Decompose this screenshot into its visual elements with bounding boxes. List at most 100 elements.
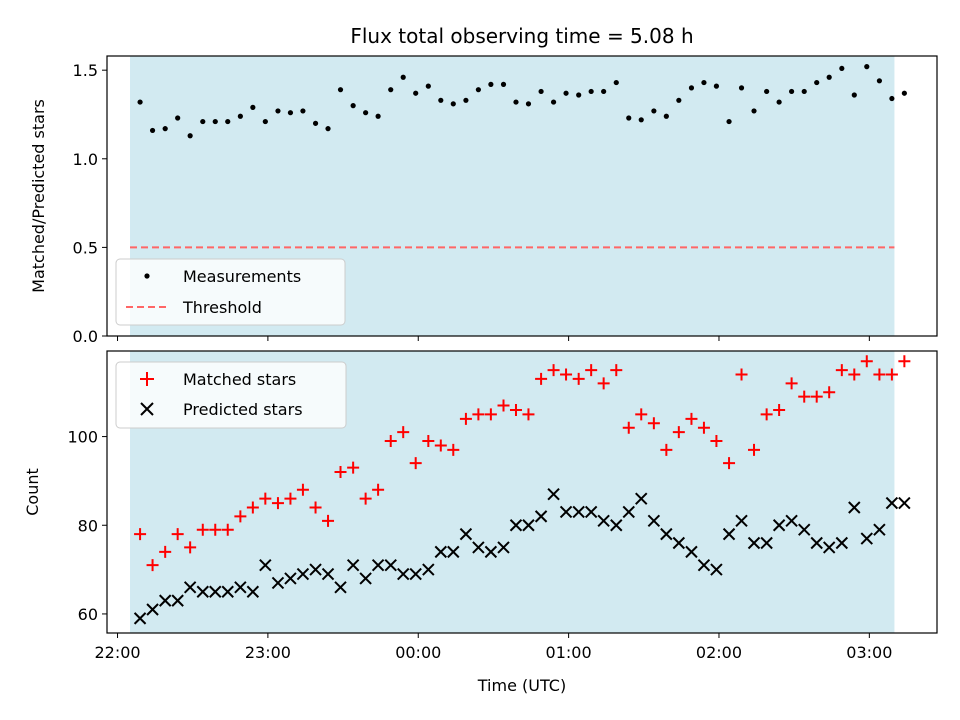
matched-star-point — [860, 355, 873, 368]
legend-matched-marker — [140, 372, 154, 386]
top-y-tick-label: 0.5 — [73, 238, 98, 257]
measurement-point — [638, 117, 644, 123]
bottom-y-axis-label: Count — [23, 468, 42, 516]
matched-star-point — [171, 528, 184, 541]
measurement-point — [726, 118, 732, 125]
predicted-star-point — [760, 536, 773, 550]
predicted-star-point — [209, 585, 222, 598]
measurement-point — [350, 103, 356, 109]
measurement-point — [212, 118, 218, 125]
predicted-star-point — [384, 558, 397, 572]
matched-star-point — [522, 408, 535, 421]
matched-star-point — [773, 403, 786, 416]
matched-star-point — [334, 466, 347, 479]
predicted-star-point — [497, 541, 510, 554]
predicted-star-point — [685, 545, 698, 559]
predicted-star-point — [584, 505, 598, 519]
predicted-star-point — [447, 545, 460, 559]
predicted-star-point — [133, 612, 147, 625]
measurement-point — [801, 88, 807, 95]
predicted-star-point — [359, 572, 372, 585]
matched-star-point — [159, 545, 172, 558]
matched-star-point — [785, 377, 798, 390]
matched-star-point — [610, 364, 623, 377]
x-tick-label: 22:00 — [94, 643, 140, 662]
matched-star-point — [434, 439, 447, 452]
predicted-star-point — [772, 519, 786, 532]
measurement-point — [626, 115, 632, 121]
bottom-legend: Matched stars Predicted stars — [115, 361, 347, 429]
predicted-star-point — [597, 514, 610, 528]
measurement-point — [162, 126, 168, 132]
legend-matched-label: Matched stars — [183, 370, 296, 389]
predicted-star-point — [672, 536, 686, 550]
top-y-axis-label: Matched/Predicted stars — [29, 99, 48, 293]
predicted-star-point — [822, 541, 836, 554]
predicted-star-point — [785, 514, 798, 528]
predicted-star-point — [196, 585, 209, 598]
measurement-point — [876, 78, 883, 84]
bottom-panel: 60 80 100 22:00 23:00 00:00 01:00 02:00 03:00 C… — [23, 350, 938, 695]
matched-star-point — [372, 483, 385, 496]
measurement-point — [200, 118, 206, 125]
matched-star-point — [196, 523, 209, 536]
predicted-star-point — [509, 519, 523, 532]
predicted-star-point — [234, 581, 247, 594]
matched-star-point — [660, 443, 673, 456]
predicted-star-point — [146, 603, 159, 616]
matched-star-point — [898, 355, 911, 368]
matched-star-point — [547, 364, 560, 377]
top-x-ticks — [117, 336, 870, 341]
measurement-point — [814, 79, 820, 86]
matched-star-point — [509, 403, 522, 416]
measurement-point — [463, 97, 469, 103]
bottom-legend-box — [115, 361, 347, 429]
matched-star-point — [271, 497, 284, 510]
measurement-point — [400, 74, 406, 80]
predicted-star-point — [171, 594, 184, 607]
top-legend: Measurements Threshold — [115, 258, 346, 326]
measurement-point — [713, 83, 720, 89]
measurement-point — [764, 88, 770, 95]
matched-star-point — [221, 523, 234, 536]
matched-star-point — [672, 426, 685, 439]
predicted-star-point — [710, 563, 723, 576]
matched-star-point — [597, 377, 610, 390]
measurement-points — [137, 64, 907, 139]
predicted-star-point — [246, 585, 260, 598]
bottom-y-tick-label: 60 — [78, 605, 98, 624]
bottom-y-tick-label: 80 — [78, 516, 98, 535]
top-y-ticks: 0.0 0.5 1.0 1.5 — [73, 61, 107, 346]
predicted-star-point — [572, 505, 585, 519]
measurement-point — [563, 90, 569, 96]
measurement-point — [676, 97, 682, 103]
predicted-star-point — [635, 492, 648, 505]
bottom-y-ticks: 60 80 100 — [67, 428, 107, 624]
measurement-point — [513, 99, 519, 105]
matched-star-point — [284, 492, 297, 505]
predicted-star-point — [422, 563, 435, 576]
predicted-star-point — [284, 572, 297, 585]
measurement-point — [375, 113, 381, 119]
predicted-star-point — [848, 501, 861, 514]
predicted-star-point — [835, 536, 849, 550]
matched-star-point — [484, 408, 497, 421]
matched-star-point — [146, 559, 159, 572]
measurement-point — [137, 99, 143, 105]
predicted-star-point — [622, 505, 635, 519]
measurement-point — [864, 64, 870, 70]
legend-predicted-label: Predicted stars — [183, 400, 303, 419]
measurement-point — [262, 118, 268, 125]
predicted-star-point — [296, 567, 310, 581]
matched-star-point — [134, 528, 147, 541]
matched-star-point — [848, 368, 861, 381]
matched-star-point — [459, 412, 472, 425]
measurement-point — [751, 108, 757, 114]
predicted-star-point — [647, 514, 661, 528]
measurement-point — [225, 118, 231, 125]
measurement-point — [576, 92, 582, 98]
matched-star-point — [873, 368, 886, 381]
measurement-point — [475, 87, 481, 93]
matched-star-point — [296, 483, 309, 496]
